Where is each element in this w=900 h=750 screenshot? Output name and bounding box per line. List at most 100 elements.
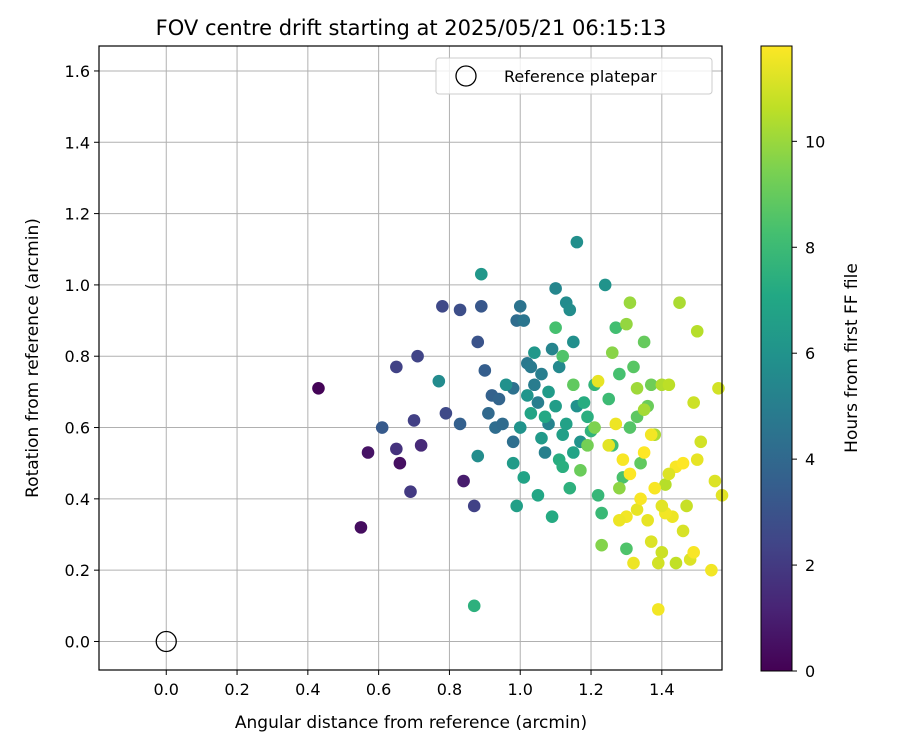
data-point: [411, 349, 424, 363]
y-tick-label: 0.0: [65, 632, 90, 651]
data-point: [474, 267, 488, 281]
data-point: [436, 299, 449, 313]
data-point: [513, 421, 527, 434]
data-point: [393, 456, 407, 470]
data-point: [549, 282, 562, 295]
plot-frame: [98, 45, 723, 671]
x-axis-label: Angular distance from reference (arcmin): [235, 713, 587, 733]
data-point: [605, 346, 619, 359]
data-point: [616, 453, 630, 466]
data-point: [602, 392, 616, 406]
data-point: [655, 546, 669, 559]
data-point: [637, 403, 651, 417]
x-tick-label: 1.4: [649, 680, 674, 699]
data-point: [549, 399, 562, 413]
colorbar-tick-label: 4: [805, 450, 815, 469]
data-point: [634, 492, 647, 506]
y-axis-label: Rotation from reference (arcmin): [23, 218, 43, 498]
data-point: [407, 414, 421, 427]
data-point: [581, 439, 594, 452]
data-point: [630, 382, 644, 395]
data-point: [574, 464, 587, 477]
data-point: [676, 524, 690, 538]
reference-point: [155, 630, 177, 653]
data-point: [595, 538, 608, 552]
data-point: [404, 485, 417, 499]
data-point: [517, 471, 531, 484]
data-point: [439, 406, 453, 420]
data-point: [535, 367, 548, 381]
colorbar-ticks: 0 2 4 6 8 10: [792, 132, 825, 681]
data-point: [570, 235, 584, 249]
y-tick-label: 0.4: [65, 490, 90, 509]
y-tick-label: 1.4: [65, 133, 90, 152]
data-point: [535, 431, 548, 445]
data-point: [644, 378, 658, 392]
data-point: [662, 378, 676, 392]
data-point: [524, 360, 538, 374]
data-point: [613, 513, 626, 527]
data-point: [482, 406, 495, 420]
data-point: [609, 321, 623, 334]
data-point: [467, 599, 481, 613]
data-point: [471, 449, 485, 463]
data-point: [567, 378, 580, 392]
x-tick-label: 0.0: [154, 680, 179, 699]
data-point: [563, 481, 577, 495]
legend: Reference platepar: [435, 57, 713, 95]
data-point: [549, 321, 562, 334]
data-point: [528, 378, 541, 392]
y-tick-label: 0.6: [65, 419, 90, 438]
data-point: [552, 360, 566, 374]
x-tick-label: 0.2: [224, 680, 249, 699]
data-point: [644, 428, 658, 441]
legend-box: [435, 57, 713, 95]
colorbar-tick-label: 8: [805, 238, 815, 257]
data-point: [602, 439, 616, 452]
data-point: [620, 317, 633, 331]
data-point: [457, 474, 470, 488]
data-point: [634, 456, 647, 470]
data-point: [563, 303, 577, 317]
y-tick-label: 1.2: [65, 205, 90, 224]
data-point: [538, 446, 552, 459]
data-point: [662, 467, 676, 481]
colorbar-tick-label: 6: [805, 344, 815, 363]
data-point: [361, 446, 375, 459]
x-tick-label: 0.6: [366, 680, 391, 699]
y-tick-label: 1.0: [65, 276, 90, 295]
data-point: [559, 417, 573, 431]
data-point: [705, 563, 718, 577]
data-point: [538, 410, 552, 424]
data-point: [680, 499, 693, 513]
legend-marker: [455, 65, 477, 87]
data-point: [687, 546, 700, 559]
data-point: [708, 474, 722, 488]
reference-marker: [155, 630, 177, 653]
data-point: [609, 417, 623, 431]
colorbar-tick-label: 2: [805, 556, 815, 575]
data-point: [390, 360, 403, 374]
data-point: [506, 435, 520, 449]
scatter-points: [312, 235, 729, 616]
data-point: [669, 556, 683, 570]
grid: [99, 46, 722, 670]
colorbar-label: Hours from first FF file: [842, 263, 862, 453]
x-tick-label: 0.4: [295, 680, 320, 699]
x-tick-label: 0.8: [437, 680, 462, 699]
data-point: [375, 421, 389, 434]
data-point: [651, 603, 665, 616]
data-point: [690, 324, 704, 338]
data-point: [528, 346, 541, 359]
colorbar-tick-label: 10: [805, 132, 825, 151]
data-point: [655, 499, 669, 513]
data-point: [673, 296, 686, 310]
data-point: [567, 335, 580, 349]
data-point: [390, 442, 403, 456]
data-point: [630, 503, 644, 516]
x-tick-label: 1.0: [508, 680, 533, 699]
data-point: [453, 417, 467, 431]
data-point: [577, 396, 591, 409]
data-point: [474, 299, 488, 313]
